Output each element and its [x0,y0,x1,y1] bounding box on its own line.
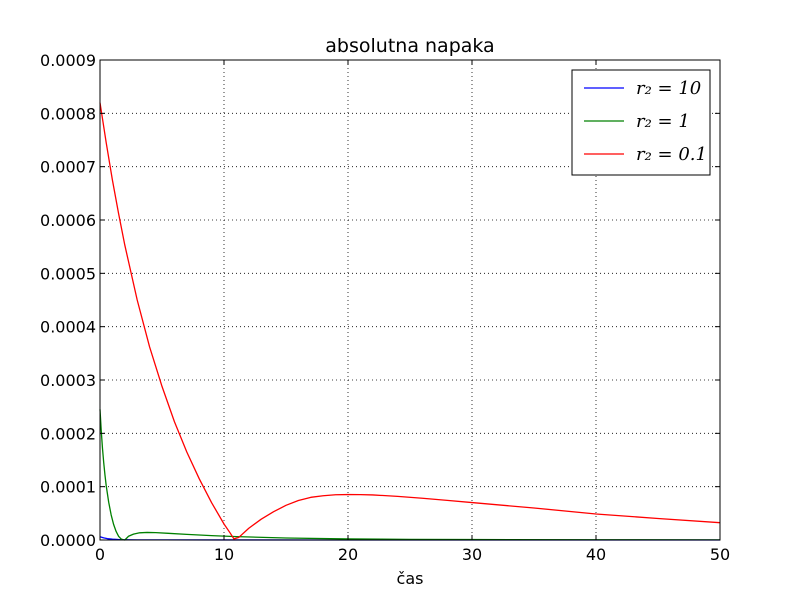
plot-frame [99,59,721,541]
series-line-1 [99,409,721,541]
y-tick-label: 0.0003 [40,371,96,390]
y-tick-label: 0.0001 [40,478,96,497]
legend-label: r₂ = 10 [636,78,701,99]
chart-title: absolutna napaka [325,35,494,57]
y-tick-label: 0.0005 [40,264,96,283]
series-line-2 [99,102,721,540]
x-tick-label: 40 [586,545,606,564]
y-tick-label: 0.0006 [40,211,96,230]
x-tick-label: 20 [338,545,358,564]
x-tick-label: 10 [214,545,234,564]
tick-layer [99,59,721,541]
legend: r₂ = 10 r₂ = 1 r₂ = 0.1 [571,69,711,176]
y-tick-label: 0.0009 [40,51,96,70]
legend-label: r₂ = 1 [636,111,690,132]
legend-label: r₂ = 0.1 [636,144,707,165]
y-tick-label: 0.0008 [40,104,96,123]
x-axis-label: čas [397,569,424,588]
tick-label-layer: 0 10 20 30 40 50 0.0000 0.0001 0.0002 0.0003 0.000… [40,51,730,564]
x-tick-label: 0 [95,545,105,564]
x-tick-label: 30 [462,545,482,564]
y-tick-label: 0.0002 [40,424,96,443]
x-tick-label: 50 [710,545,730,564]
y-tick-label: 0.0004 [40,318,96,337]
y-tick-label: 0.0007 [40,158,96,177]
y-tick-label: 0.0000 [40,531,96,550]
